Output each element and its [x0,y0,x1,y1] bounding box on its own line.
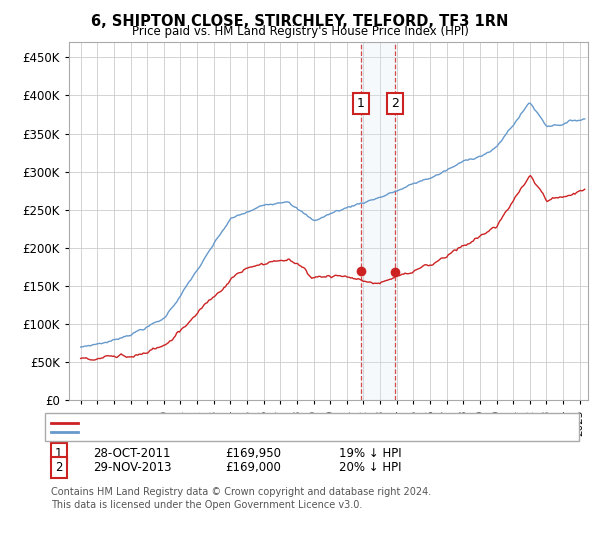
Text: 29-NOV-2013: 29-NOV-2013 [93,461,172,474]
Text: Contains HM Land Registry data © Crown copyright and database right 2024.
This d: Contains HM Land Registry data © Crown c… [51,487,431,510]
Text: 2: 2 [391,96,400,110]
Text: 20% ↓ HPI: 20% ↓ HPI [339,461,401,474]
Text: 6, SHIPTON CLOSE, STIRCHLEY, TELFORD, TF3 1RN (detached house): 6, SHIPTON CLOSE, STIRCHLEY, TELFORD, TF… [82,418,460,428]
Bar [361,42,395,400]
Text: 19% ↓ HPI: 19% ↓ HPI [339,447,401,460]
Text: Price paid vs. HM Land Registry's House Price Index (HPI): Price paid vs. HM Land Registry's House … [131,25,469,38]
Text: £169,000: £169,000 [225,461,281,474]
Text: 2: 2 [55,461,62,474]
Text: 6, SHIPTON CLOSE, STIRCHLEY, TELFORD, TF3 1RN: 6, SHIPTON CLOSE, STIRCHLEY, TELFORD, TF… [91,14,509,29]
Text: HPI: Average price, detached house, Telford and Wrekin: HPI: Average price, detached house, Telf… [82,427,386,437]
Text: 1: 1 [356,96,365,110]
Text: 1: 1 [55,447,62,460]
Text: 28-OCT-2011: 28-OCT-2011 [93,447,170,460]
Text: £169,950: £169,950 [225,447,281,460]
